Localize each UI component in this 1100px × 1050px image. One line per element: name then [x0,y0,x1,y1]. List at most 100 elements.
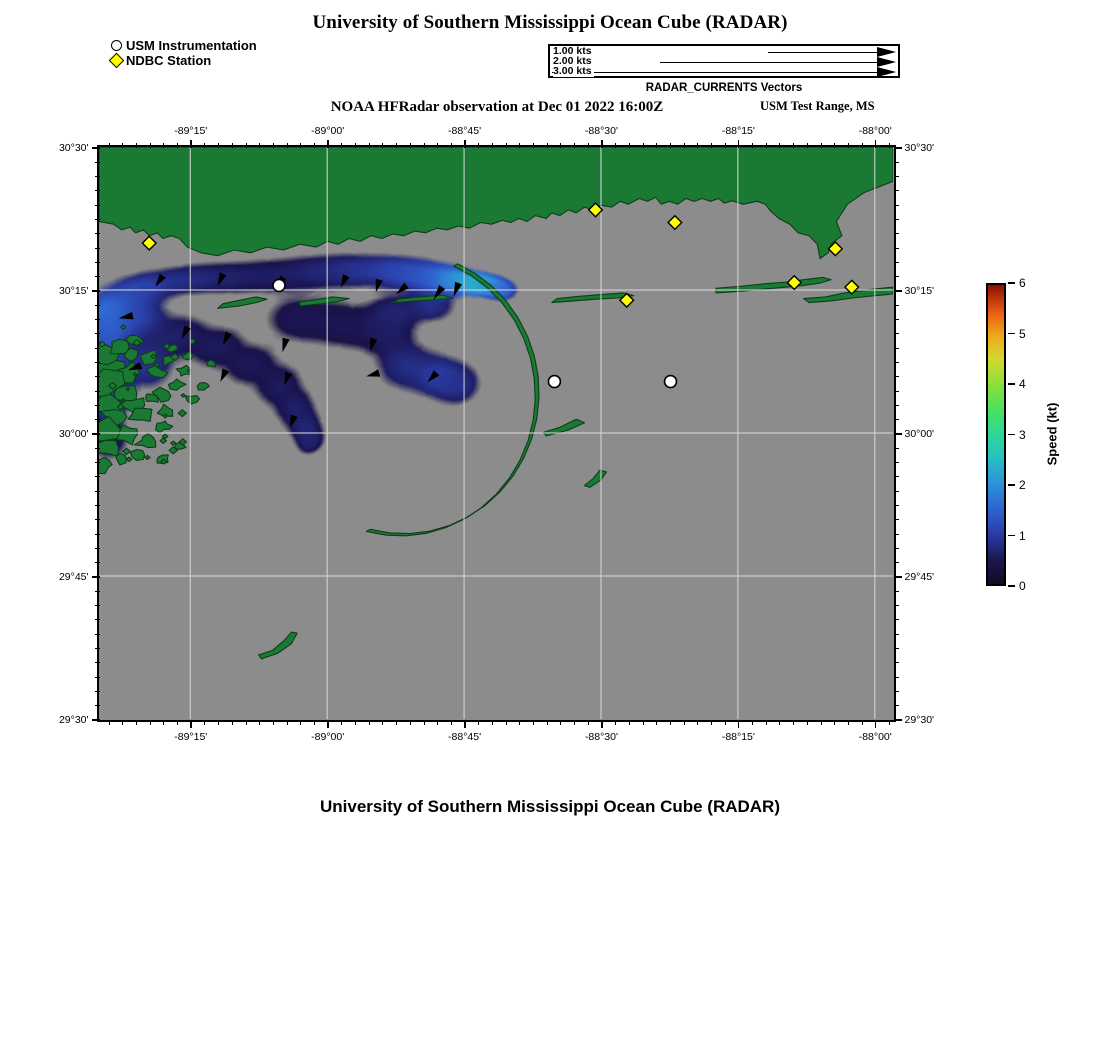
colorbar-tick-label: 5 [1019,326,1026,341]
delta-speck [120,324,127,330]
colorbar-title: Speed (kt) [1044,402,1060,466]
delta-marsh-polygon [115,452,127,466]
ndbc-station-marker[interactable] [141,235,158,251]
delta-speck [108,381,118,390]
delta-marsh-polygon [133,433,157,449]
current-vector-arrow [433,285,446,300]
current-vector-arrow [181,325,191,340]
colorbar-tick [1008,383,1015,385]
colorbar-tick [1008,534,1015,537]
current-vector-arrow [453,281,463,297]
delta-marsh-polygon [146,364,169,379]
vector-scale-row-1: 1.00 kts [550,45,898,57]
delta-marsh-polygon [139,349,158,366]
ndbc-station-marker[interactable] [667,214,683,231]
ndbc-station-marker[interactable] [827,241,844,257]
chandeleur-islands [365,263,540,537]
vector-scale-label-1: 1.00 kts [553,45,594,57]
delta-speck [161,433,169,440]
colorbar-tick [1008,484,1015,486]
delta-speck [180,393,186,398]
mainland-coast [99,147,893,260]
current-vector-arrow [223,331,232,345]
symbol-legend: USM Instrumentation NDBC Station [108,38,257,68]
ndbc-station-marker[interactable] [587,202,604,218]
delta-marsh-polygon [196,381,210,391]
ndbc-station-marker[interactable] [618,292,635,309]
usm-instrumentation-marker[interactable] [272,278,286,293]
delta-marsh-polygon [116,424,139,446]
current-vector-arrow [282,337,290,353]
current-vector-arrow [375,278,383,293]
legend-label-usm: USM Instrumentation [126,37,257,53]
delta-speck [150,353,157,360]
delta-marsh-polygon [129,449,146,462]
delta-speck [170,440,177,446]
current-vector-arrow [370,337,378,352]
ndbc-station-marker[interactable] [843,279,860,295]
current-vector-arrow [284,371,293,386]
delta-speck [99,340,106,348]
delta-speck [159,437,168,445]
colorbar-tick-label: 0 [1019,579,1026,593]
delta-speck [132,338,142,347]
delta-speck [125,386,131,392]
delta-marsh-polygon [206,359,216,368]
delta-speck [125,456,133,463]
breton-island [258,631,298,660]
ship-island-w [299,296,350,307]
delta-speck [122,447,131,456]
current-vector-arrow [289,414,298,428]
current-vector-arrow [220,368,230,382]
usm-instrumentation-marker[interactable] [663,374,678,389]
delta-marsh-polygon [155,420,174,434]
legend-label-ndbc: NDBC Station [126,52,212,68]
arrow-head-icon [877,57,896,67]
colorbar-tick [1008,282,1015,284]
current-vector-arrow [340,274,350,288]
delta-marsh-polygon [145,393,159,403]
delta-speck [163,343,171,350]
footer-title: University of Southern Mississippi Ocean… [319,797,780,816]
usm-instrumentation-marker[interactable] [547,374,562,389]
delta-marsh-polygon [109,338,130,355]
vector-legend-caption: RADAR_CURRENTS Vectors [645,82,803,94]
map-canvas[interactable] [97,145,896,722]
ndbc-station-marker[interactable] [786,274,803,291]
delta-marsh-polygon [184,394,201,405]
colorbar-tick [1008,585,1015,587]
delta-marsh-polygon [156,403,174,417]
current-vector-arrow [395,282,409,295]
vector-shaft-icon [768,52,878,54]
stations-layer [141,202,860,389]
legend-item-usm-instrumentation: USM Instrumentation [110,38,257,52]
delta-speck [144,454,151,461]
page-title: University of Southern Mississippi Ocean… [312,12,788,33]
current-vector-arrow [427,370,440,383]
ship-island-e [392,294,454,304]
map-graphics [99,147,893,719]
delta-marsh-polygon [127,407,153,422]
vector-scale-row-2: 2.00 kts [550,55,898,67]
vector-scale-label-3: 3.00 kts [553,65,594,77]
colorbar-tick-label: 1 [1019,528,1026,543]
delta-speck [162,413,169,419]
current-vector-arrow [127,362,143,371]
current-vectors-layer [118,272,463,428]
arrow-head-icon [877,47,896,57]
colorbar-tick [1008,433,1015,436]
delta-marsh-polygon [99,341,121,366]
delta-speck [132,372,138,377]
colorbar-tick-label: 6 [1019,276,1026,290]
petit-bois-island [803,286,893,304]
vector-scale-label-2: 2.00 kts [553,55,594,67]
colorbar [986,283,1006,586]
delta-speck [160,458,168,465]
delta-marsh-polygon [99,409,128,428]
vector-scale-row-3: 3.00 kts [550,65,898,77]
current-vector-arrow [155,273,166,287]
delta-speck [116,403,125,410]
delta-speck [178,438,188,446]
colorbar-tick-label: 2 [1019,478,1026,492]
